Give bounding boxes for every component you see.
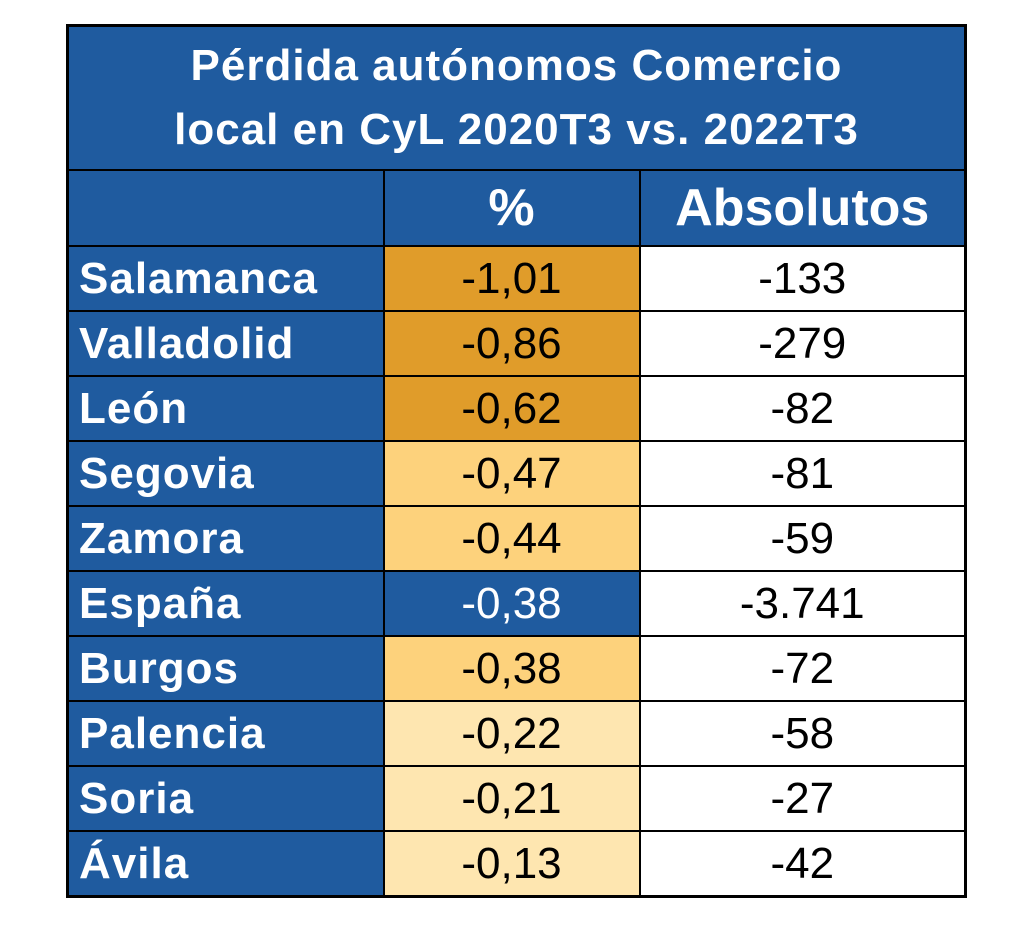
percent-cell: -0,21 (382, 765, 641, 832)
absolute-cell: -59 (638, 505, 967, 572)
absolute-cell: -58 (638, 700, 967, 767)
percent-cell: -0,22 (382, 700, 641, 767)
absolute-cell: -133 (638, 245, 967, 312)
percent-cell: -0,62 (382, 375, 641, 442)
table-row: León -0,62 -82 (66, 375, 967, 442)
absolute-cell: -42 (638, 830, 967, 898)
percent-cell: -0,44 (382, 505, 641, 572)
title-row: Pérdida autónomos Comercio local en CyL … (66, 24, 967, 171)
table-row: Segovia -0,47 -81 (66, 440, 967, 507)
row-label-cell: Soria (66, 765, 385, 832)
percent-cell: -1,01 (382, 245, 641, 312)
row-label-cell: Salamanca (66, 245, 385, 312)
absolute-cell: -279 (638, 310, 967, 377)
table-row: Soria -0,21 -27 (66, 765, 967, 832)
header-row: % Absolutos (66, 169, 967, 247)
table-body: Salamanca -1,01 -133 Valladolid -0,86 -279 Leó… (66, 245, 967, 898)
percent-cell: -0,38 (382, 635, 641, 702)
percent-cell: -0,38 (382, 570, 641, 637)
table-row: España -0,38 -3.741 (66, 570, 967, 637)
row-label-cell: León (66, 375, 385, 442)
percent-cell: -0,13 (382, 830, 641, 898)
header-cell-percent: % (382, 169, 641, 247)
absolute-cell: -82 (638, 375, 967, 442)
row-label-cell: Palencia (66, 700, 385, 767)
title-line-2: local en CyL 2020T3 vs. 2022T3 (174, 105, 859, 154)
table-row: Valladolid -0,86 -279 (66, 310, 967, 377)
row-label-cell: Valladolid (66, 310, 385, 377)
title-line-1: Pérdida autónomos Comercio (190, 41, 843, 90)
absolute-cell: -3.741 (638, 570, 967, 637)
row-label-cell: España (66, 570, 385, 637)
header-cell-label (66, 169, 385, 247)
data-table: Pérdida autónomos Comercio local en CyL … (66, 24, 967, 898)
table-row: Burgos -0,38 -72 (66, 635, 967, 702)
percent-cell: -0,47 (382, 440, 641, 507)
header-cell-absolutos: Absolutos (638, 169, 967, 247)
table-row: Ávila -0,13 -42 (66, 830, 967, 898)
table-row: Salamanca -1,01 -133 (66, 245, 967, 312)
row-label-cell: Segovia (66, 440, 385, 507)
percent-cell: -0,86 (382, 310, 641, 377)
row-label-cell: Burgos (66, 635, 385, 702)
absolute-cell: -72 (638, 635, 967, 702)
absolute-cell: -81 (638, 440, 967, 507)
absolute-cell: -27 (638, 765, 967, 832)
table-row: Zamora -0,44 -59 (66, 505, 967, 572)
row-label-cell: Zamora (66, 505, 385, 572)
table-title: Pérdida autónomos Comercio local en CyL … (66, 24, 967, 171)
table-row: Palencia -0,22 -58 (66, 700, 967, 767)
row-label-cell: Ávila (66, 830, 385, 898)
